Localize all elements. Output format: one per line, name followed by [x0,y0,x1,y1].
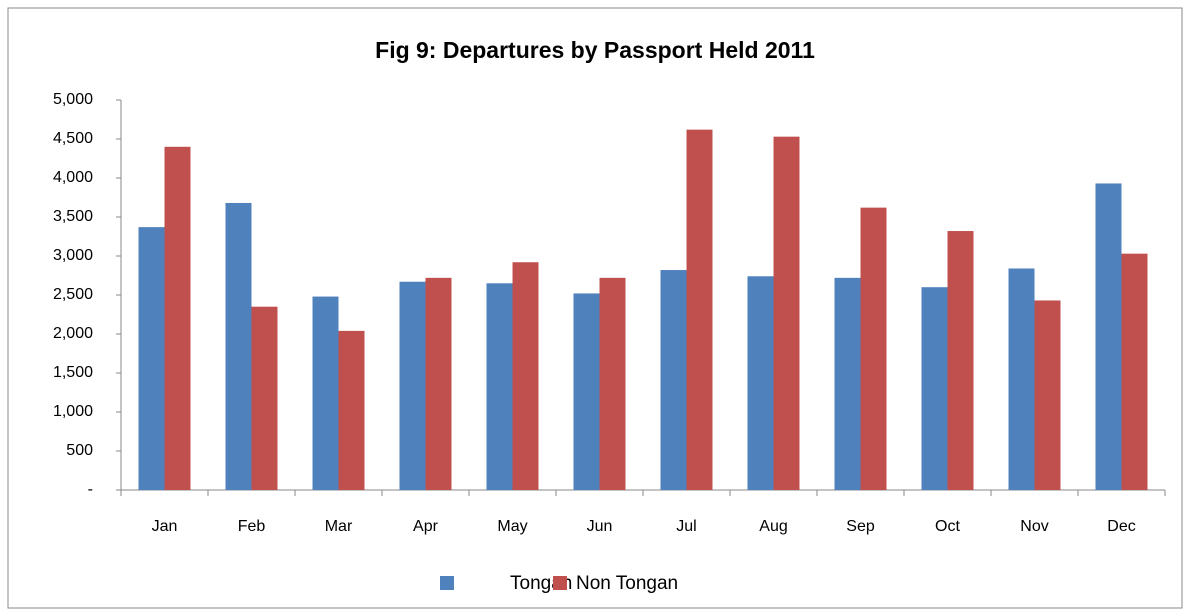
bar [486,283,513,490]
y-tick-label: 500 [66,442,93,459]
bar [660,270,687,490]
bar [225,202,252,490]
bar [512,262,539,490]
bar [1034,300,1061,490]
x-tick-label: Jan [152,518,178,535]
y-tick-label: 2,000 [53,325,93,342]
bar [1121,253,1148,490]
bar [947,231,974,491]
x-tick-label: Aug [759,518,787,535]
y-tick-label: 5,000 [53,91,93,108]
bar [834,277,861,490]
bar [164,146,191,491]
bar [338,330,365,490]
bar [138,227,165,490]
y-tick-label: 4,500 [53,130,93,147]
x-tick-label: Mar [325,518,353,535]
bar [573,293,600,490]
x-tick-label: Jun [587,518,613,535]
x-tick-label: Apr [413,518,439,535]
legend-label: Non Tongan [576,573,678,594]
y-tick-label: 1,500 [53,364,93,381]
chart-title: Fig 9: Departures by Passport Held 2011 [375,37,815,63]
x-tick-label: Dec [1107,518,1135,535]
bar [425,277,452,490]
y-tick-label: 3,500 [53,208,93,225]
bar [860,207,887,490]
bar [686,129,713,490]
x-tick-label: Jul [676,518,696,535]
x-tick-label: May [497,518,527,535]
bar [921,287,948,490]
bar [1008,268,1035,490]
y-tick-label: 4,000 [53,169,93,186]
x-tick-label: Feb [238,518,266,535]
bar [599,277,626,490]
bar [251,306,278,490]
x-tick-label: Oct [935,518,960,535]
bar [1095,183,1122,490]
legend-swatch [440,576,454,590]
bar [399,281,426,490]
bar [747,276,774,490]
legend-swatch [553,576,567,590]
y-tick-label: 2,500 [53,286,93,303]
bar [773,136,800,490]
y-tick-label: - [88,481,93,498]
bar [312,296,339,490]
x-tick-label: Nov [1020,518,1048,535]
y-tick-label: 1,000 [53,403,93,420]
y-tick-label: 3,000 [53,247,93,264]
x-tick-label: Sep [846,518,875,535]
